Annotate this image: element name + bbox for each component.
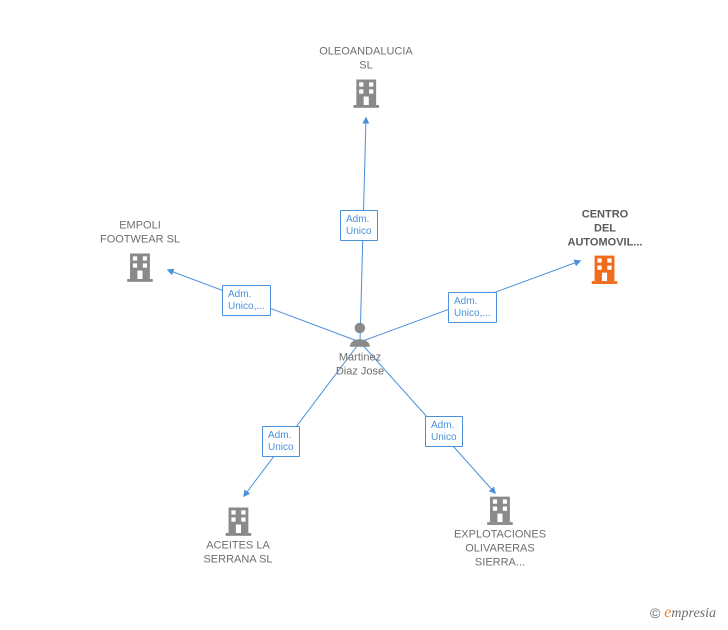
edge-oleo [360,118,366,342]
brand-name: empresia [664,604,716,622]
building-icon-wrap [454,492,546,526]
building-icon-wrap [100,249,180,283]
node-label-oleo: OLEOANDALUCIA SL [319,45,413,73]
node-label-person: Martinez Diaz Jose [336,351,384,379]
node-label-empoli: EMPOLI FOOTWEAR SL [100,219,180,247]
person-icon-wrap [336,319,384,349]
node-person[interactable]: Martinez Diaz Jose [336,317,384,379]
building-icon [588,252,622,286]
building-icon [349,75,383,109]
edge-empoli [168,270,360,342]
building-icon [123,249,157,283]
building-icon [221,503,255,537]
watermark: © empresia [650,604,716,622]
building-icon-wrap [568,252,643,286]
node-empoli[interactable]: EMPOLI FOOTWEAR SL [100,219,180,285]
copyright-symbol: © [650,605,660,621]
node-oleo[interactable]: OLEOANDALUCIA SL [319,45,413,111]
building-icon-wrap [319,75,413,109]
building-icon-wrap [203,503,272,537]
edge-centro [360,261,580,342]
node-label-explot: EXPLOTACIONES OLIVARERAS SIERRA... [454,528,546,569]
node-explot[interactable]: EXPLOTACIONES OLIVARERAS SIERRA... [454,490,546,569]
node-centro[interactable]: CENTRO DEL AUTOMOVIL... [568,208,643,287]
person-icon [345,319,375,349]
node-label-aceites: ACEITES LA SERRANA SL [203,539,272,567]
building-icon [483,492,517,526]
node-aceites[interactable]: ACEITES LA SERRANA SL [203,501,272,567]
node-label-centro: CENTRO DEL AUTOMOVIL... [568,208,643,249]
